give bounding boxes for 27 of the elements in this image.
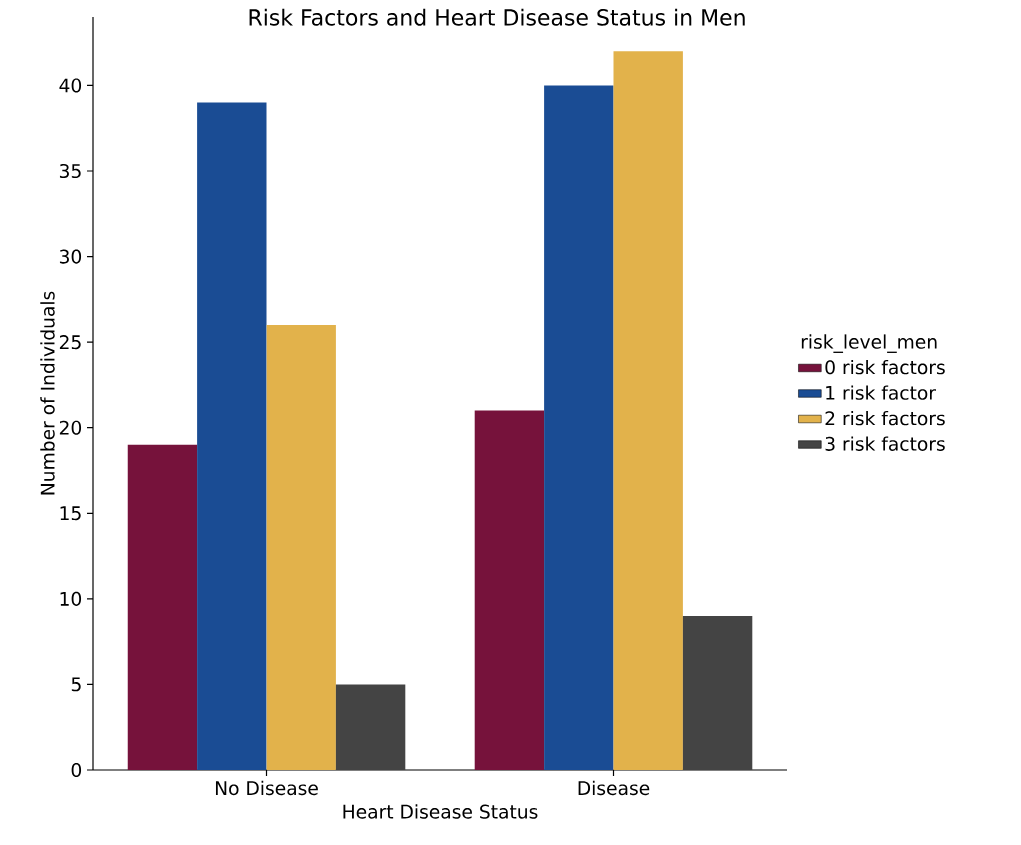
- bar: [544, 85, 614, 770]
- y-tick-label: 5: [71, 677, 81, 692]
- x-axis-title: Heart Disease Status: [343, 804, 538, 819]
- y-tick-label: 20: [59, 420, 82, 435]
- x-tick-label: No Disease: [215, 780, 318, 796]
- bar: [682, 615, 753, 770]
- legend-label: 0 risk factors: [825, 359, 945, 375]
- chart-title: Risk Factors and Heart Disease Status in Men: [249, 8, 745, 26]
- y-tick-label: 40: [59, 78, 82, 93]
- y-tick-label: 30: [59, 249, 82, 264]
- bar: [127, 444, 198, 770]
- y-tick-label: 25: [59, 335, 81, 350]
- legend-title: risk_level_men: [801, 334, 937, 353]
- legend-label: 3 risk factors: [825, 436, 945, 451]
- x-tick-label: Disease: [578, 780, 650, 796]
- bar: [197, 102, 267, 770]
- y-tick-label: 15: [60, 506, 81, 521]
- y-tick-label: 0: [71, 762, 82, 778]
- bar: [613, 51, 683, 770]
- y-tick-label: 10: [60, 591, 82, 606]
- y-tick-label: 35: [59, 163, 81, 179]
- legend-label: 2 risk factors: [825, 410, 945, 426]
- legend-label: 1 risk factor: [826, 385, 936, 400]
- bar: [335, 684, 406, 770]
- bar: [266, 325, 336, 770]
- y-axis-title: Number of Individuals: [40, 291, 55, 495]
- bar: [474, 410, 545, 770]
